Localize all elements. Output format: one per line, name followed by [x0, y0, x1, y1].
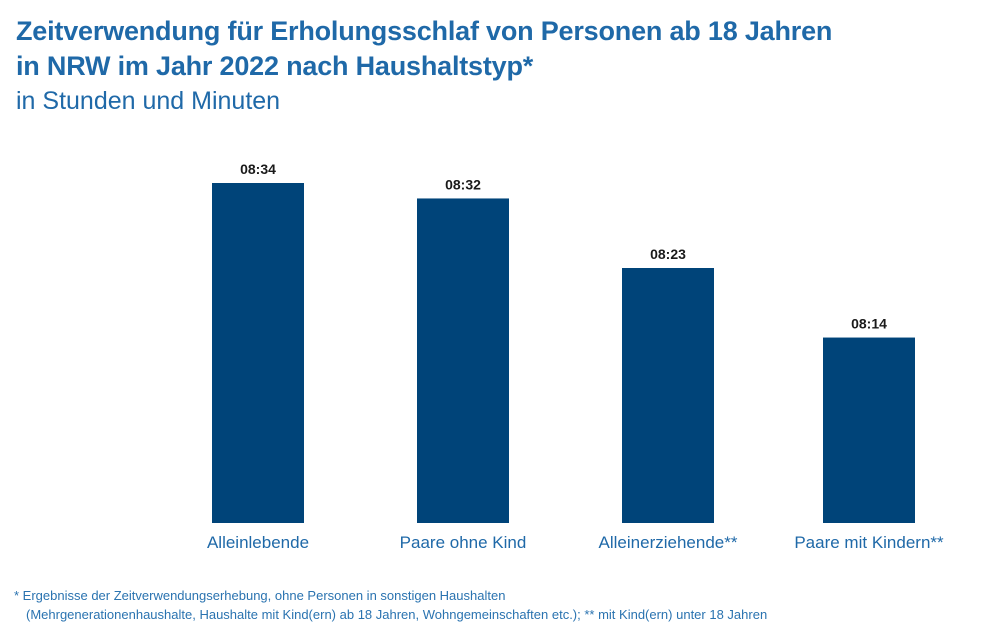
footnote: * Ergebnisse der Zeitverwendungserhebung…: [14, 586, 767, 624]
bar-2: [417, 198, 509, 524]
chart-title-line-2: in NRW im Jahr 2022 nach Haushaltstyp*: [16, 51, 534, 81]
chart-title-block: Zeitverwendung für Erholungsschlaf von P…: [16, 14, 976, 117]
value-label-3: 08:23: [650, 246, 686, 262]
footnote-line-1: * Ergebnisse der Zeitverwendungserhebung…: [14, 588, 506, 603]
bar-1: [212, 183, 304, 523]
value-label-1: 08:34: [240, 161, 276, 177]
value-label-4: 08:14: [851, 316, 887, 332]
chart-title-line-1: Zeitverwendung für Erholungsschlaf von P…: [16, 16, 833, 46]
category-label-2: Paare ohne Kind: [400, 533, 527, 552]
chart-subtitle: in Stunden und Minuten: [16, 87, 281, 115]
bar-4: [823, 337, 915, 523]
category-label-4: Paare mit Kindern**: [794, 533, 944, 552]
bar-3: [622, 268, 714, 523]
value-label-2: 08:32: [445, 176, 481, 192]
footnote-line-2: (Mehrgenerationenhaushalte, Haushalte mi…: [26, 607, 768, 622]
category-label-1: Alleinlebende: [207, 533, 309, 552]
category-label-3: Alleinerziehende**: [599, 533, 738, 552]
